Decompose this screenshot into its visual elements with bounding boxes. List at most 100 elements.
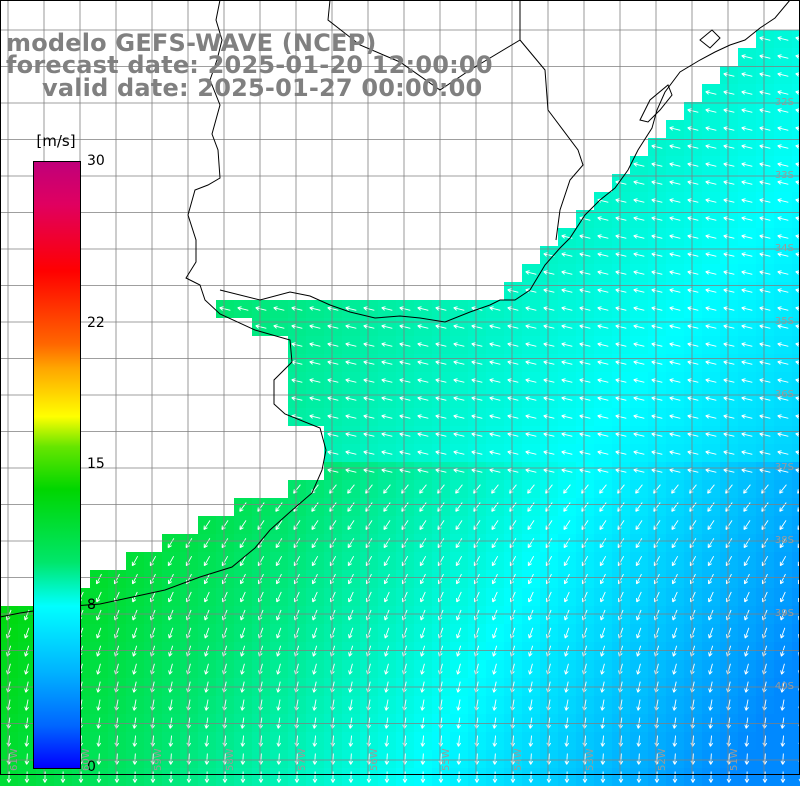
- wind-cell: [792, 624, 800, 642]
- wind-arrow: [291, 324, 303, 329]
- wind-arrow: [615, 198, 627, 203]
- wind-arrow: [345, 306, 357, 311]
- wind-cell: [792, 66, 800, 84]
- wind-arrow: [312, 753, 318, 765]
- wind-arrow: [615, 450, 627, 455]
- wind-arrow: [687, 252, 699, 257]
- wind-arrow: [491, 520, 499, 530]
- wind-arrow: [759, 468, 771, 473]
- wind-arrow: [723, 216, 735, 221]
- colorbar-tick-label: 30: [87, 153, 105, 169]
- wind-arrow: [687, 180, 699, 185]
- wind-arrow: [456, 627, 462, 639]
- wind-arrow: [492, 717, 497, 729]
- wind-arrow: [795, 234, 800, 239]
- wind-arrow: [759, 54, 771, 59]
- wind-arrow: [723, 198, 735, 203]
- wind-arrow: [528, 609, 534, 621]
- wind-arrow: [525, 378, 537, 383]
- wind-arrow: [348, 735, 354, 747]
- wind-arrow: [507, 450, 519, 455]
- wind-arrow: [687, 234, 699, 239]
- wind-arrow: [687, 468, 699, 473]
- wind-arrow: [492, 663, 497, 675]
- wind-arrow: [276, 771, 282, 783]
- wind-arrow: [473, 502, 481, 512]
- wind-arrow: [564, 663, 569, 675]
- wind-arrow: [669, 450, 681, 455]
- wind-arrow: [543, 324, 555, 329]
- wind-arrow: [762, 771, 768, 783]
- wind-arrow: [327, 468, 339, 473]
- wind-arrow: [633, 270, 645, 275]
- wind-arrow: [437, 484, 445, 494]
- wind-arrow: [347, 538, 355, 549]
- wind-arrow: [168, 735, 174, 747]
- wind-arrow: [417, 468, 429, 473]
- wind-arrow: [633, 252, 645, 257]
- wind-arrow: [507, 378, 519, 383]
- wind-arrow: [687, 198, 699, 203]
- wind-arrow: [579, 432, 591, 437]
- wind-arrow: [687, 450, 699, 455]
- colorbar-tick-label: 0: [87, 759, 96, 775]
- wind-arrow: [384, 609, 390, 621]
- wind-arrow: [528, 735, 534, 747]
- latitude-label: 34S: [774, 243, 794, 254]
- wind-arrow: [563, 484, 571, 494]
- wind-arrow: [795, 126, 800, 131]
- wind-arrow: [528, 753, 534, 765]
- wind-arrow: [312, 771, 318, 783]
- wind-arrow: [311, 573, 318, 585]
- wind-arrow: [795, 90, 800, 95]
- wind-arrow: [525, 360, 537, 365]
- wind-arrow: [780, 771, 786, 783]
- wind-arrow: [168, 771, 174, 783]
- wind-arrow: [309, 396, 321, 401]
- wind-arrow: [345, 342, 357, 347]
- wind-arrow: [672, 627, 678, 639]
- wind-arrow: [687, 108, 699, 113]
- wind-arrow: [543, 306, 555, 311]
- wind-arrow: [561, 468, 573, 473]
- wind-cell: [792, 246, 800, 264]
- wind-arrow: [489, 450, 501, 455]
- wind-arrow: [744, 645, 750, 657]
- wind-arrow: [276, 699, 281, 711]
- wind-arrow: [777, 216, 789, 221]
- wind-arrow: [203, 538, 211, 549]
- wind-arrow: [672, 699, 677, 711]
- wind-arrow: [687, 126, 699, 131]
- wind-arrow: [240, 663, 245, 675]
- wind-arrow: [401, 484, 409, 494]
- wind-arrow: [741, 234, 753, 239]
- wind-arrow: [777, 414, 789, 419]
- wind-cell: [792, 480, 800, 498]
- wind-arrow: [399, 414, 411, 419]
- wind-arrow: [597, 216, 609, 221]
- wind-arrow: [615, 306, 627, 311]
- wind-arrow: [689, 502, 697, 512]
- wind-arrow: [168, 717, 173, 729]
- wind-arrow: [293, 484, 301, 494]
- wind-arrow: [615, 252, 627, 257]
- wind-arrow: [453, 468, 465, 473]
- wind-arrow: [597, 234, 609, 239]
- wind-arrow: [615, 216, 627, 221]
- wind-arrow: [759, 252, 771, 257]
- wind-arrow: [707, 555, 715, 567]
- wind-arrow: [255, 324, 267, 329]
- wind-arrow: [723, 450, 735, 455]
- wind-arrow: [708, 645, 714, 657]
- wind-arrow: [291, 342, 303, 347]
- wind-arrow: [381, 306, 393, 311]
- wind-arrow: [741, 270, 753, 275]
- wind-arrow: [651, 324, 663, 329]
- wind-arrow: [527, 573, 534, 585]
- wind-arrow: [131, 555, 139, 567]
- wind-arrow: [473, 484, 481, 494]
- wind-arrow: [633, 396, 645, 401]
- wind-arrow: [708, 627, 714, 639]
- wind-arrow: [636, 735, 642, 747]
- wind-arrow: [203, 573, 210, 585]
